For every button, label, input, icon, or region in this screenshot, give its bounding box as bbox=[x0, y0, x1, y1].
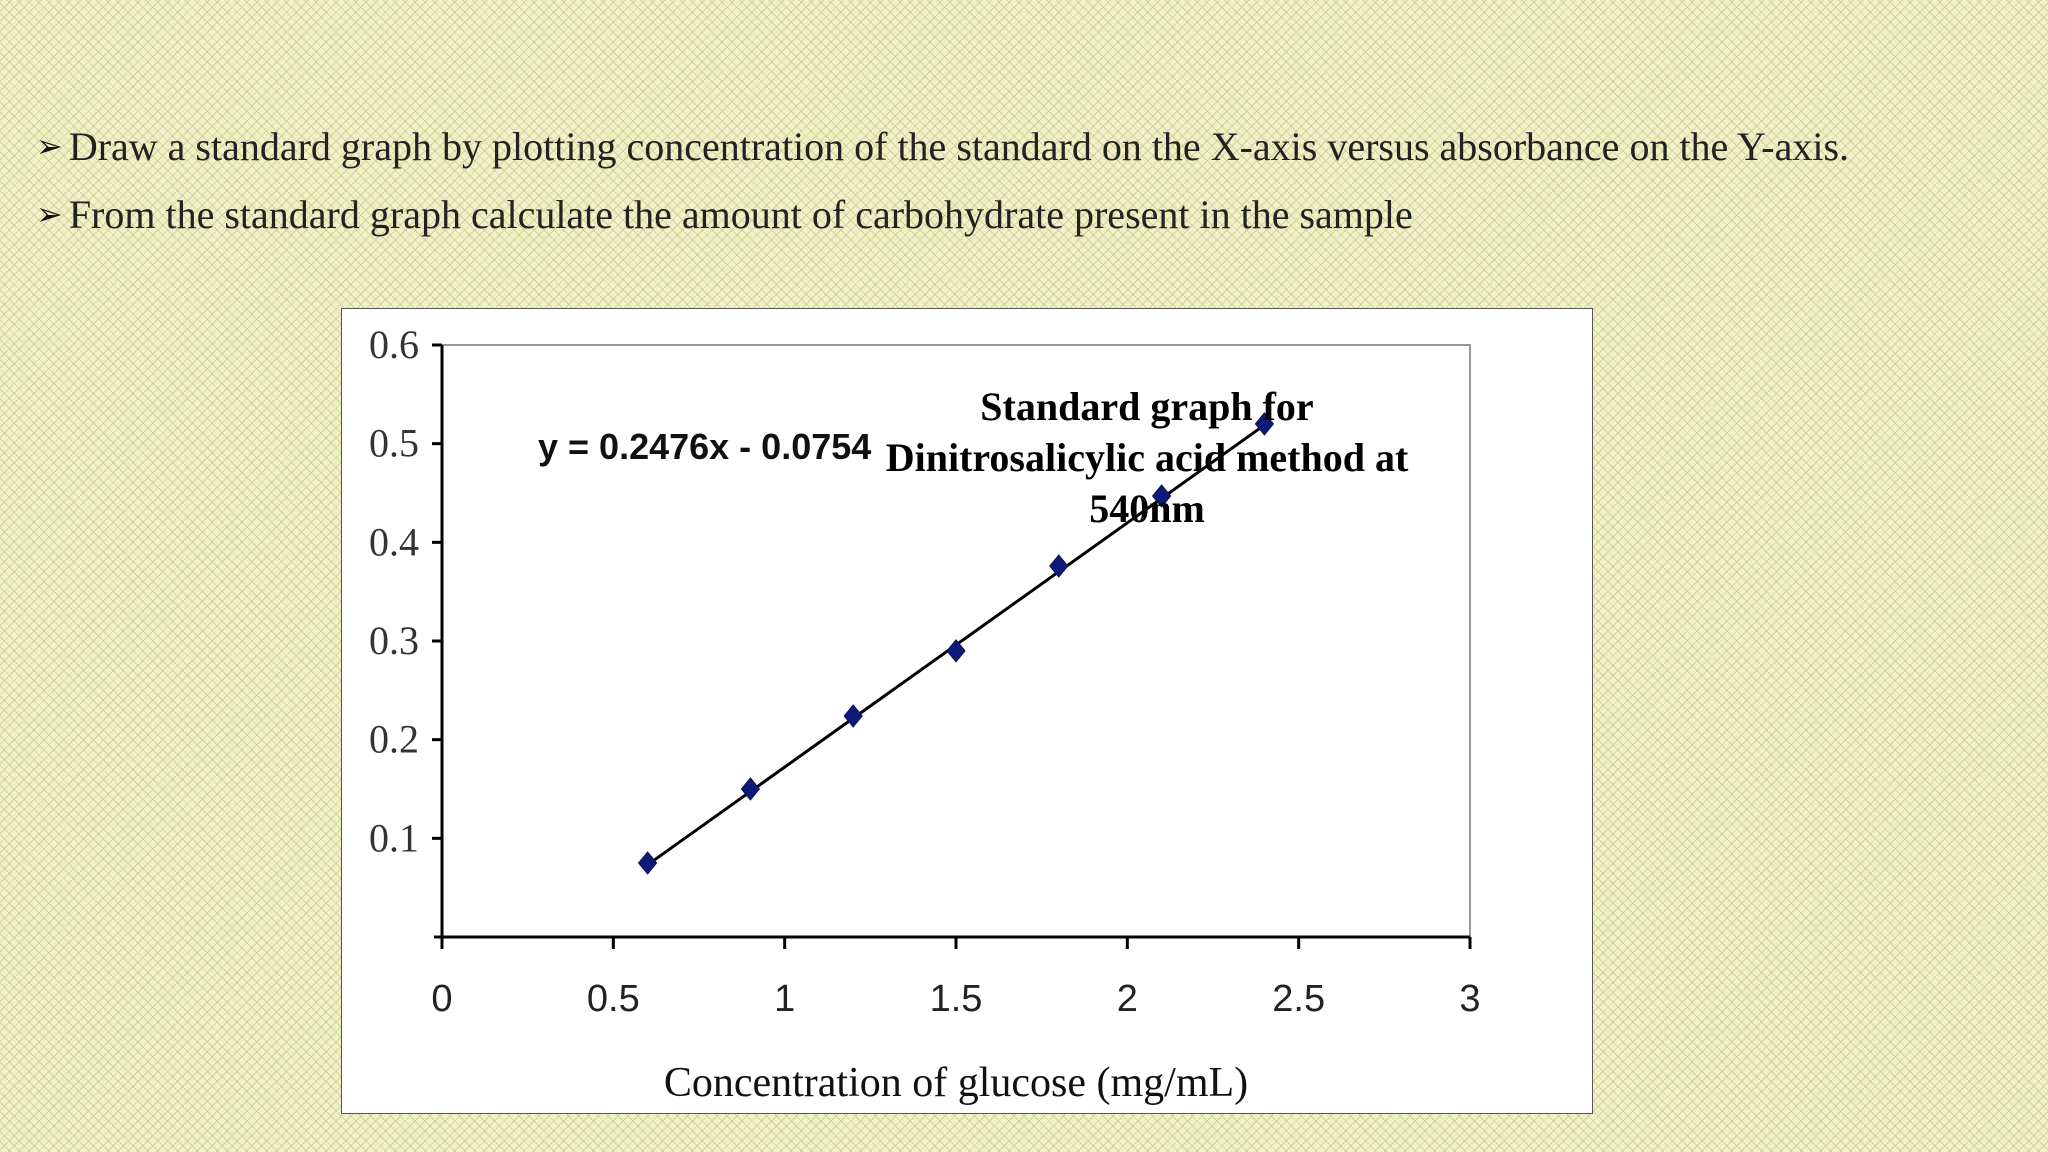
x-tick-label: 1 bbox=[774, 978, 795, 1020]
data-point-marker bbox=[740, 777, 761, 801]
x-tick-label: 3 bbox=[1459, 978, 1480, 1020]
y-tick-label: 0.5 bbox=[369, 421, 419, 466]
x-tick-label: 2 bbox=[1117, 978, 1138, 1020]
x-axis-label: Concentration of glucose (mg/mL) bbox=[664, 1060, 1248, 1106]
data-point-marker bbox=[843, 704, 863, 728]
y-tick-label: 0.1 bbox=[369, 815, 419, 860]
data-point-marker bbox=[946, 639, 966, 663]
x-tick-label: 0 bbox=[431, 978, 452, 1020]
data-point-marker bbox=[637, 851, 658, 875]
bullet-text: Draw a standard graph by plotting concen… bbox=[68, 123, 1850, 169]
x-tick-label: 1.5 bbox=[930, 978, 983, 1020]
bullet-text: From the standard graph calculate the am… bbox=[68, 191, 1413, 237]
chart-svg: 0.1 0.2 0.3 0.4 0.5 0.6 0 0.5 1 1.5 2 2.5 3 y = 0.2… bbox=[369, 322, 1481, 1106]
arrow-bullet-icon: ➢ bbox=[36, 195, 63, 233]
data-point-marker bbox=[1049, 554, 1069, 578]
arrow-bullet-icon: ➢ bbox=[36, 127, 63, 165]
bullet-item: ➢ From the standard graph calculate the … bbox=[36, 180, 2036, 248]
chart-container: 0.1 0.2 0.3 0.4 0.5 0.6 0 0.5 1 1.5 2 2.5 3 y = 0.2… bbox=[341, 308, 1593, 1114]
y-tick-label: 0.3 bbox=[369, 618, 419, 663]
data-point-marker bbox=[1151, 484, 1172, 508]
chart-title: Standard graph for Dinitrosalicylic acid… bbox=[885, 384, 1409, 531]
x-tick-label: 0.5 bbox=[587, 978, 640, 1020]
bullet-list: ➢ Draw a standard graph by plotting conc… bbox=[36, 112, 2036, 248]
y-tick-label: 0.6 bbox=[369, 322, 419, 367]
y-tick-label: 0.4 bbox=[369, 519, 419, 564]
trendline-equation: y = 0.2476x - 0.0754 bbox=[538, 426, 871, 467]
x-tick-label: 2.5 bbox=[1272, 978, 1325, 1020]
bullet-item: ➢ Draw a standard graph by plotting conc… bbox=[36, 112, 2036, 180]
y-tick-label: 0.2 bbox=[369, 717, 419, 762]
data-point-marker bbox=[1254, 412, 1275, 436]
